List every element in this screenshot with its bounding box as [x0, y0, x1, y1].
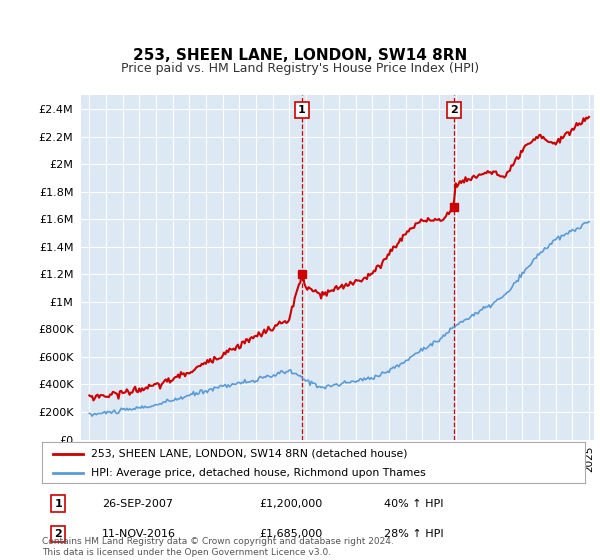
Text: Contains HM Land Registry data © Crown copyright and database right 2024.
This d: Contains HM Land Registry data © Crown c…	[42, 537, 394, 557]
Text: £1,685,000: £1,685,000	[259, 529, 322, 539]
Text: HPI: Average price, detached house, Richmond upon Thames: HPI: Average price, detached house, Rich…	[91, 468, 425, 478]
Text: 11-NOV-2016: 11-NOV-2016	[102, 529, 176, 539]
Text: 253, SHEEN LANE, LONDON, SW14 8RN: 253, SHEEN LANE, LONDON, SW14 8RN	[133, 49, 467, 63]
Text: 1: 1	[55, 499, 62, 508]
Text: 28% ↑ HPI: 28% ↑ HPI	[384, 529, 444, 539]
Text: 1: 1	[298, 105, 305, 115]
Text: 253, SHEEN LANE, LONDON, SW14 8RN (detached house): 253, SHEEN LANE, LONDON, SW14 8RN (detac…	[91, 449, 407, 459]
Text: 26-SEP-2007: 26-SEP-2007	[102, 499, 173, 508]
Text: 40% ↑ HPI: 40% ↑ HPI	[384, 499, 443, 508]
Text: £1,200,000: £1,200,000	[259, 499, 322, 508]
Text: 2: 2	[450, 105, 457, 115]
Text: Price paid vs. HM Land Registry's House Price Index (HPI): Price paid vs. HM Land Registry's House …	[121, 62, 479, 75]
Text: 2: 2	[55, 529, 62, 539]
